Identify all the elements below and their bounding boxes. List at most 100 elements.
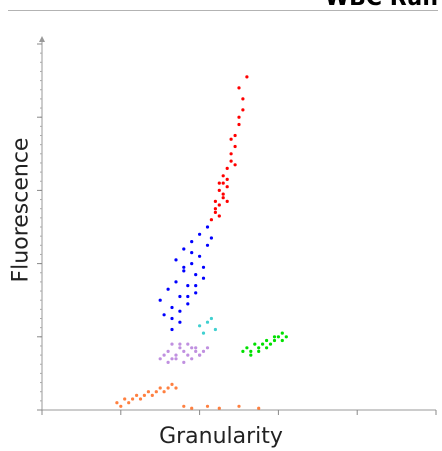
data-point	[245, 75, 249, 79]
data-point	[284, 335, 288, 339]
data-point	[280, 338, 284, 343]
data-point	[174, 386, 178, 390]
data-point	[154, 390, 158, 394]
data-point	[182, 265, 186, 269]
data-point	[257, 346, 261, 350]
data-point	[249, 353, 253, 357]
data-point	[225, 185, 229, 189]
data-point	[178, 320, 182, 324]
data-point	[276, 335, 280, 339]
data-point	[170, 382, 174, 386]
data-point	[265, 346, 269, 350]
data-point	[194, 291, 198, 295]
data-point	[182, 349, 186, 353]
data-point	[178, 342, 182, 346]
data-point	[158, 357, 162, 361]
data-point	[233, 133, 237, 138]
data-point	[174, 258, 178, 262]
data-point	[213, 207, 217, 211]
data-point	[135, 393, 139, 397]
data-point	[261, 342, 265, 346]
data-point	[127, 401, 131, 405]
data-point	[198, 353, 202, 357]
data-point	[201, 349, 206, 353]
data-point	[166, 360, 170, 364]
data-point	[174, 280, 178, 284]
data-point	[257, 406, 261, 410]
data-point	[221, 196, 225, 200]
data-point	[205, 346, 210, 350]
data-point	[182, 404, 186, 408]
data-point	[158, 298, 162, 302]
data-point	[198, 324, 202, 328]
data-point	[237, 115, 241, 119]
data-point	[272, 338, 277, 343]
data-point	[194, 273, 198, 277]
data-point	[190, 251, 194, 255]
data-point	[229, 152, 233, 156]
data-point	[272, 335, 277, 339]
data-point	[205, 320, 210, 324]
data-point	[178, 346, 182, 350]
data-point	[265, 338, 269, 343]
chart-title: WBC Run	[325, 0, 438, 11]
data-point	[162, 313, 166, 317]
data-point	[186, 342, 190, 346]
data-point	[229, 137, 233, 141]
data-point	[178, 309, 182, 313]
y-axis-arrow	[39, 36, 45, 42]
y-axis-label-wrap: Fluorescence	[6, 60, 36, 360]
data-point	[138, 397, 143, 401]
data-point	[174, 353, 178, 357]
data-point	[166, 287, 170, 291]
data-point	[166, 349, 170, 353]
data-point	[280, 331, 284, 335]
data-point	[245, 346, 249, 350]
data-point	[162, 353, 166, 357]
data-point	[217, 188, 221, 192]
data-point	[217, 406, 221, 410]
data-point	[209, 316, 213, 321]
data-point	[186, 353, 190, 357]
data-point	[131, 397, 135, 401]
data-point	[201, 331, 206, 335]
data-point	[150, 393, 154, 397]
data-point	[146, 390, 150, 394]
data-point	[170, 316, 174, 321]
data-point	[221, 174, 225, 178]
data-point	[186, 302, 190, 306]
data-point	[233, 144, 237, 149]
data-point	[115, 401, 119, 405]
data-point	[268, 342, 273, 346]
data-point	[186, 284, 190, 288]
x-axis-label: Granularity	[159, 424, 283, 449]
data-point	[217, 181, 221, 185]
data-point	[225, 177, 229, 181]
data-point	[237, 404, 241, 408]
data-point	[241, 97, 245, 101]
y-axis-label: Fluorescence	[8, 137, 34, 283]
data-point	[194, 349, 198, 353]
data-point	[170, 305, 174, 310]
data-point	[257, 349, 261, 353]
data-point	[190, 240, 194, 244]
data-point	[221, 181, 225, 185]
data-point	[194, 346, 198, 350]
data-point	[198, 232, 202, 236]
data-point	[170, 342, 174, 346]
data-point	[205, 243, 210, 247]
data-point	[213, 210, 217, 214]
data-point	[194, 284, 198, 288]
data-point	[186, 294, 190, 299]
data-point	[225, 199, 229, 203]
data-point	[213, 327, 217, 332]
data-point	[229, 159, 233, 163]
data-point	[170, 357, 174, 361]
data-point	[209, 218, 213, 222]
data-point	[241, 349, 245, 353]
data-point	[174, 357, 178, 361]
data-point	[221, 192, 225, 196]
data-point	[205, 225, 210, 229]
